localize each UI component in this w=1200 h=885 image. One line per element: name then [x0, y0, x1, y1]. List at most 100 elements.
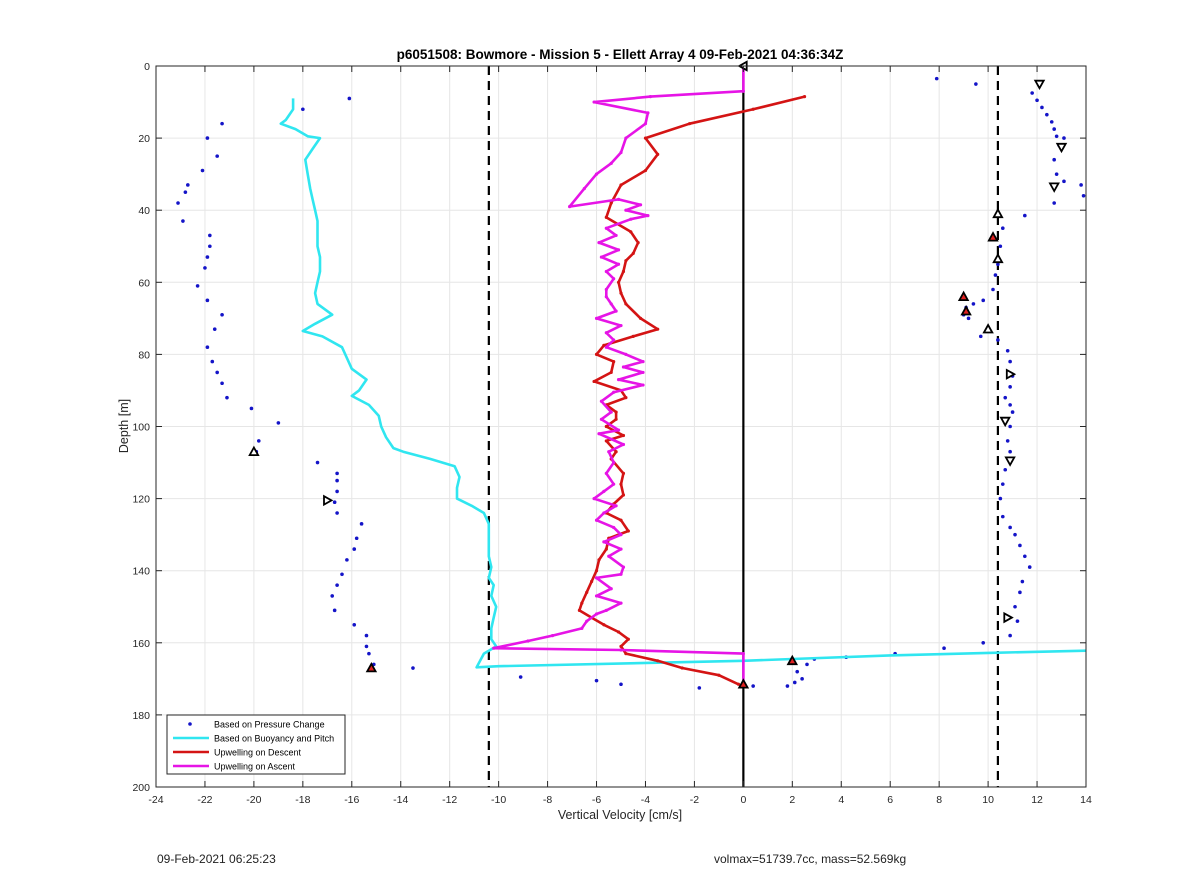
- triangle-marker: [737, 678, 750, 689]
- triangle-marker: [323, 494, 334, 507]
- ascent-upwelling-marker: [619, 323, 623, 328]
- ascent-upwelling-marker: [594, 594, 599, 598]
- pressure-change-point: [205, 298, 210, 303]
- descent-upwelling-marker: [621, 471, 626, 475]
- ascent-upwelling-marker: [616, 378, 621, 382]
- descent-upwelling-marker: [580, 601, 584, 605]
- pressure-change-point: [998, 244, 1003, 249]
- descent-upwelling-marker: [609, 370, 613, 375]
- ascent-upwelling-marker: [621, 442, 626, 447]
- pressure-change-point: [1000, 482, 1005, 486]
- pressure-change-point: [205, 255, 210, 259]
- pressure-change-point: [301, 107, 305, 112]
- footer-timestamp: 09-Feb-2021 06:25:23: [157, 852, 276, 866]
- ascent-upwelling-marker: [616, 197, 621, 201]
- descent-upwelling-marker: [604, 547, 608, 551]
- pressure-change-point: [183, 190, 188, 194]
- ascent-upwelling-marker: [621, 365, 626, 369]
- pressure-change-point: [256, 439, 261, 443]
- ascent-upwelling-marker: [592, 100, 596, 104]
- descent-upwelling-marker: [629, 230, 633, 234]
- ascent-upwelling-marker: [592, 497, 596, 501]
- ascent-upwelling-marker: [597, 241, 601, 245]
- descent-upwelling-marker: [614, 450, 618, 454]
- x-tick-label: -22: [197, 794, 212, 806]
- descent-upwelling-marker: [619, 518, 623, 522]
- x-tick-label: 10: [982, 794, 994, 806]
- pressure-change-point: [1030, 91, 1034, 95]
- pressure-change-point: [208, 233, 212, 238]
- pressure-change-point: [1015, 619, 1020, 623]
- y-tick-label: 80: [138, 349, 150, 361]
- pressure-change-point: [205, 345, 210, 349]
- triangle-marker: [999, 416, 1011, 428]
- pressure-change-point: [332, 500, 337, 505]
- pressure-change-point: [991, 287, 995, 292]
- y-tick-label: 20: [138, 133, 150, 145]
- descent-upwelling-marker: [592, 379, 596, 384]
- descent-upwelling-marker: [621, 493, 626, 497]
- x-tick-label: 2: [789, 794, 795, 806]
- ascent-upwelling-marker: [614, 309, 618, 313]
- ascent-upwelling-marker: [621, 565, 626, 569]
- ascent-upwelling-marker: [612, 338, 616, 342]
- triangle-marker: [365, 661, 378, 673]
- pressure-change-point: [1008, 424, 1012, 429]
- y-tick-label: 200: [132, 782, 150, 794]
- pressure-change-point: [996, 338, 1000, 342]
- pressure-change-point: [1013, 532, 1017, 537]
- descent-upwelling-marker: [614, 417, 618, 421]
- buoyancy-pitch-line: [279, 98, 1087, 669]
- ascent-upwelling-marker: [624, 208, 628, 212]
- pressure-change-point: [1008, 633, 1012, 638]
- pressure-change-point: [186, 183, 190, 187]
- ascent-upwelling-marker: [604, 287, 608, 292]
- pressure-change-point: [203, 266, 207, 270]
- descent-upwelling-marker: [656, 327, 660, 331]
- pressure-change-point: [981, 298, 986, 303]
- x-tick-label: -8: [543, 794, 552, 806]
- pressure-change-point: [332, 608, 337, 613]
- x-tick-label: -10: [491, 794, 506, 806]
- pressure-change-point: [795, 669, 800, 674]
- ascent-upwelling-marker: [604, 345, 608, 349]
- ascent-upwelling-marker: [492, 646, 496, 650]
- pressure-change-point: [215, 370, 219, 375]
- pressure-change-point: [330, 594, 335, 598]
- pressure-change-point: [1027, 565, 1032, 569]
- pressure-change-point: [1008, 525, 1012, 530]
- ascent-upwelling-marker: [612, 525, 616, 530]
- descent-upwelling-marker: [594, 569, 599, 573]
- pressure-change-point: [354, 536, 359, 541]
- ascent-upwelling-marker: [599, 399, 604, 403]
- pressure-change-point: [220, 381, 224, 386]
- pressure-change-point: [751, 684, 755, 688]
- ascent-upwelling-marker: [607, 554, 611, 558]
- descent-upwelling-marker: [602, 623, 606, 627]
- ascent-upwelling-marker: [612, 390, 616, 394]
- ascent-upwelling-marker: [612, 482, 616, 486]
- ascent-upwelling-marker: [609, 161, 613, 165]
- pressure-change-point: [619, 682, 623, 687]
- triangle-marker: [987, 231, 999, 242]
- ascent-upwelling-marker: [616, 248, 621, 252]
- descent-upwelling-marker: [643, 168, 648, 173]
- pressure-change-point: [1005, 348, 1010, 353]
- pressure-change-point: [208, 244, 212, 249]
- legend-label: Upwelling on Descent: [214, 748, 302, 758]
- pressure-change-point: [1023, 213, 1027, 218]
- pressure-change-point: [1018, 543, 1022, 548]
- ascent-upwelling-marker: [619, 572, 623, 576]
- ascent-upwelling-marker: [646, 214, 650, 218]
- pressure-change-point: [335, 489, 339, 494]
- ascent-upwelling-marker: [741, 89, 745, 93]
- ascent-upwelling-marker: [619, 150, 623, 155]
- ascent-upwelling-marker: [624, 352, 628, 356]
- y-tick-label: 120: [132, 494, 150, 506]
- descent-upwelling-marker: [616, 630, 621, 634]
- descent-upwelling-line: [578, 95, 805, 686]
- descent-upwelling-marker: [602, 343, 606, 347]
- ascent-upwelling-marker: [607, 450, 611, 454]
- pressure-change-point: [364, 633, 369, 638]
